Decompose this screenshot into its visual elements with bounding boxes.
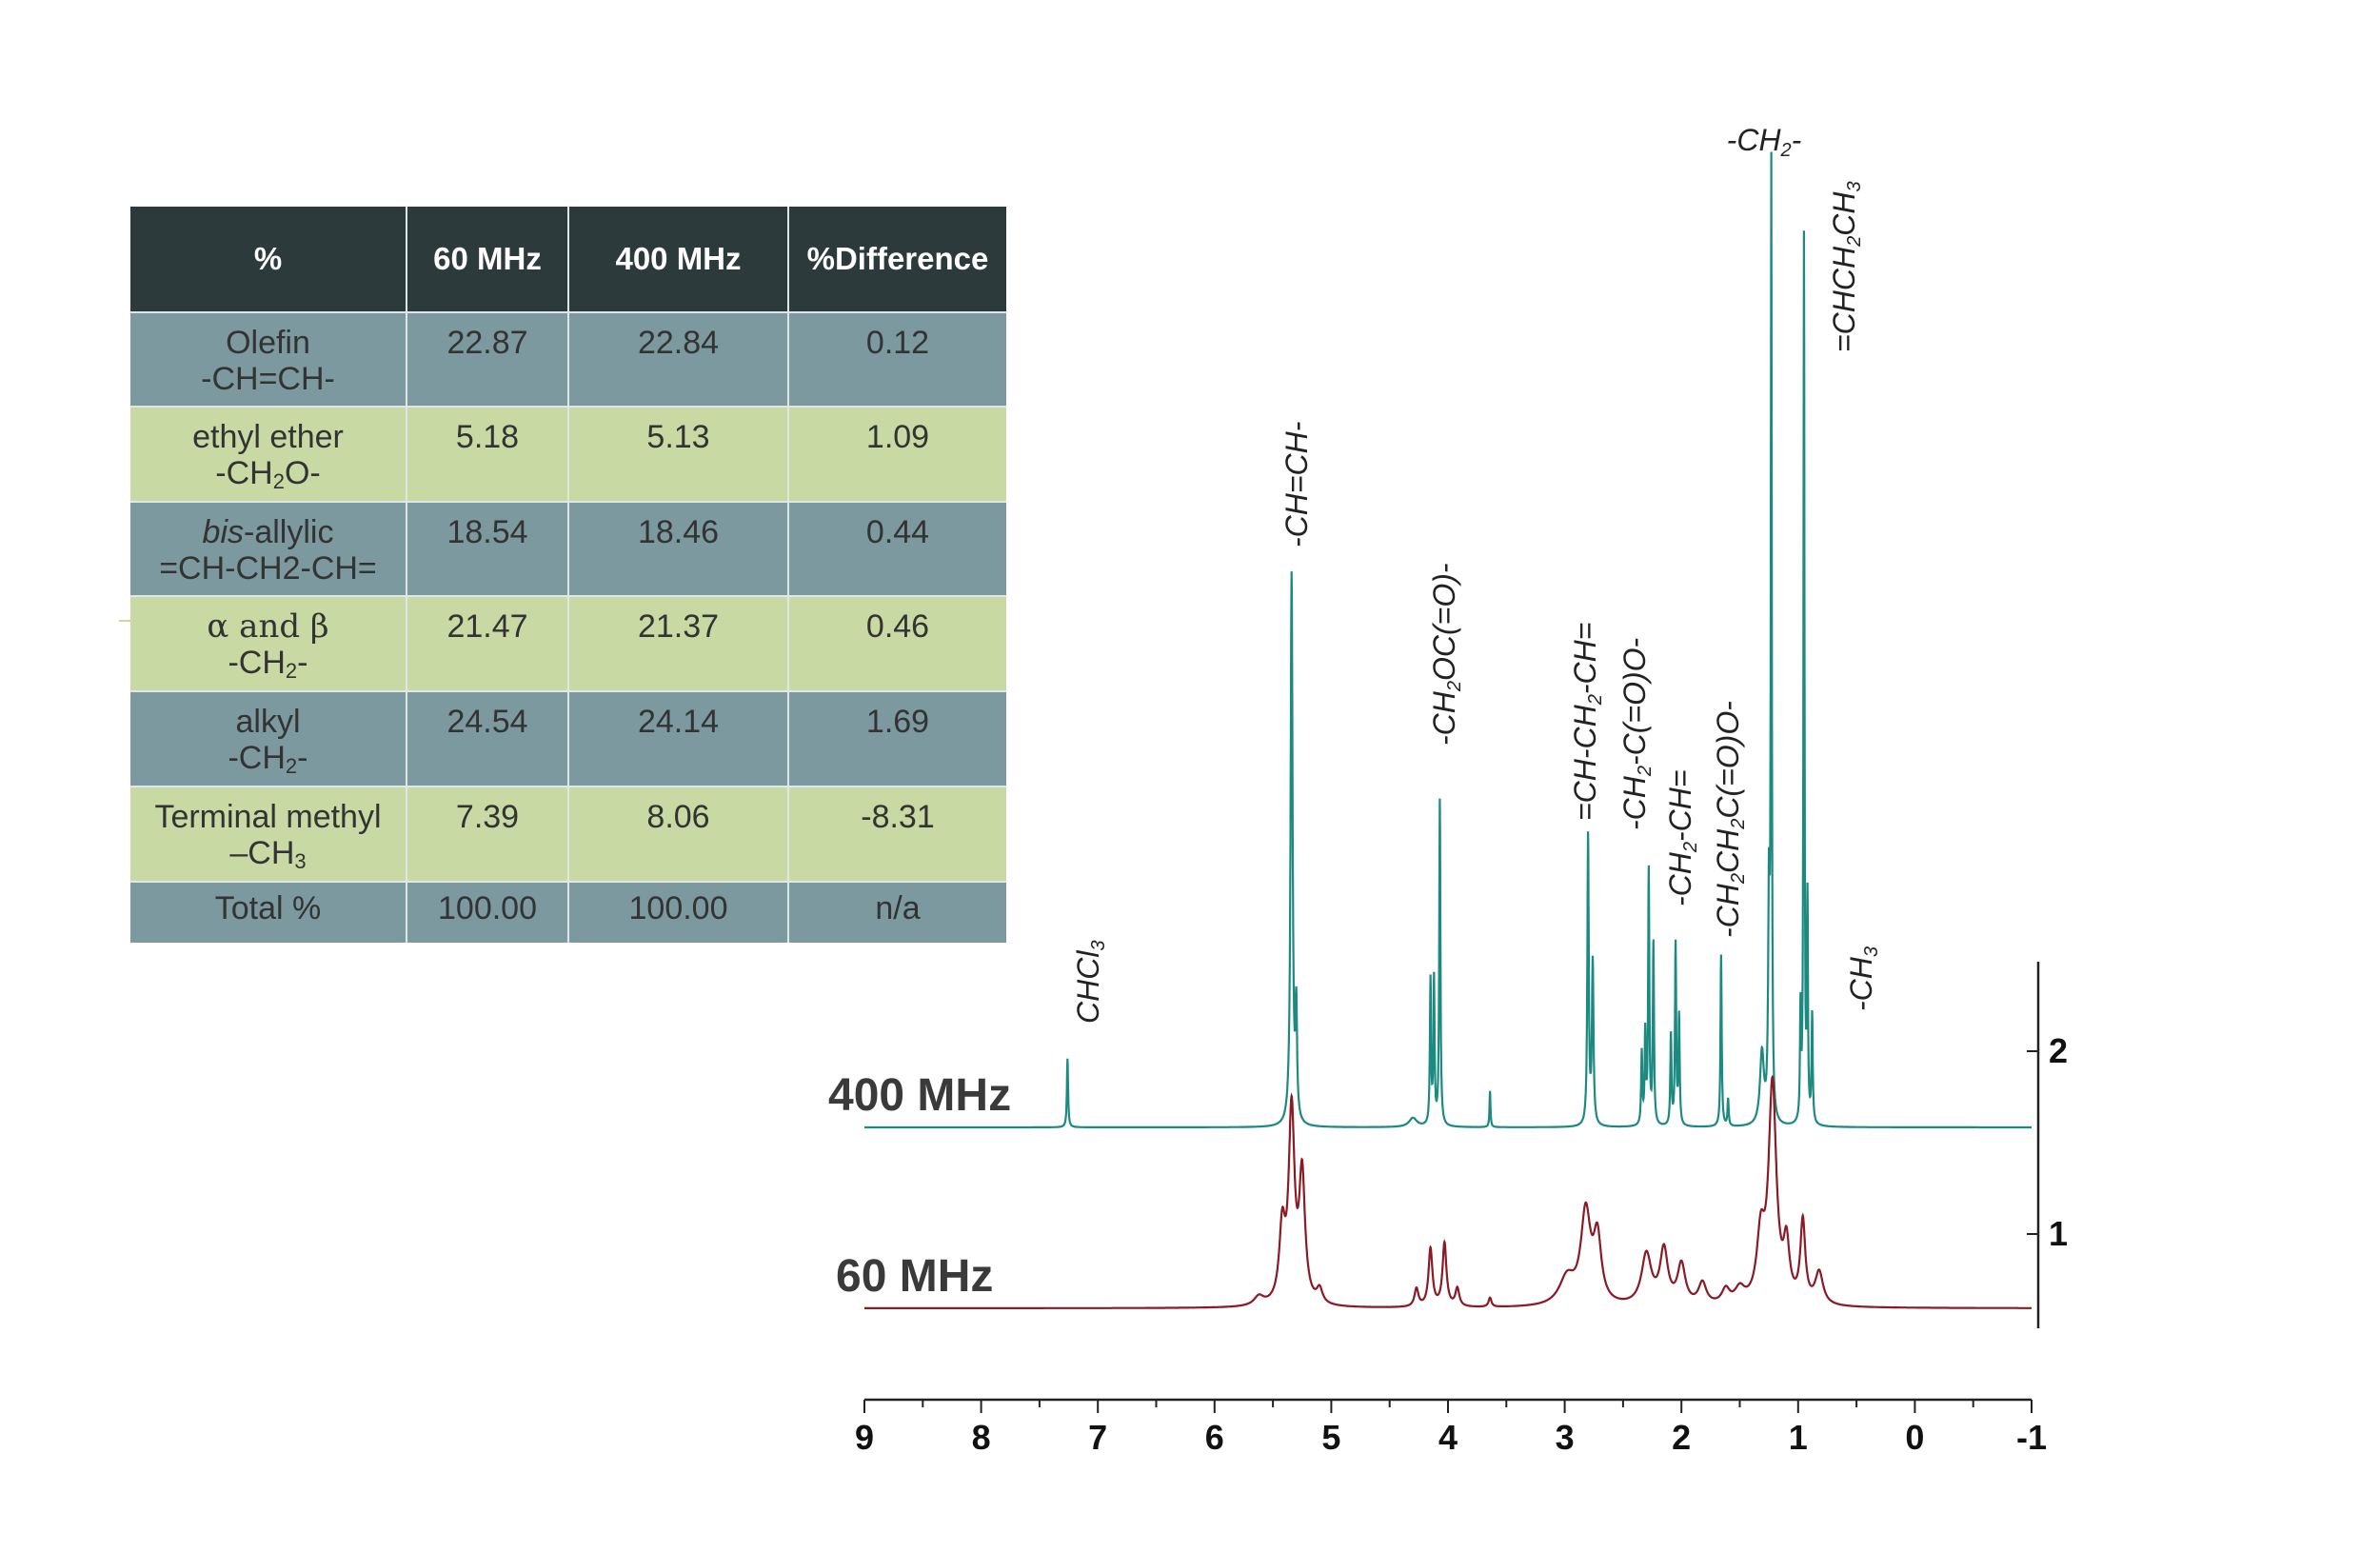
cell-difference: 1.69 xyxy=(788,690,1006,786)
table-row: ethyl ether -CH2O- 5.18 5.13 1.09 xyxy=(130,406,1006,502)
table-row: Terminal methyl –CH3 7.39 8.06 -8.31 xyxy=(130,786,1006,882)
x-tick-label: -1 xyxy=(2016,1418,2047,1457)
x-tick-label: 6 xyxy=(1205,1418,1224,1457)
row-label: Total % xyxy=(130,881,407,943)
annotation-ch2oc: -CH2OC(=O)- xyxy=(1427,563,1465,746)
annotation-alpha: -CH2-C(=O)O- xyxy=(1617,638,1656,830)
x-tick-label: 8 xyxy=(972,1418,991,1457)
table-row-total: Total % 100.00 100.00 n/a xyxy=(130,881,1006,943)
header-percent: % xyxy=(130,207,407,312)
table-row: bis-allylic =CH-CH2-CH= 18.54 18.46 0.44 xyxy=(130,501,1006,596)
x-tick-label: 0 xyxy=(1905,1418,1924,1457)
header-60mhz: 60 MHz xyxy=(407,207,569,312)
label-60mhz: 60 MHz xyxy=(836,1251,993,1302)
cell-difference: 0.12 xyxy=(788,311,1006,407)
row-label: Olefin -CH=CH- xyxy=(130,311,407,407)
annotation-ethyl: =CHCH2CH3 xyxy=(1827,181,1865,352)
cell-60mhz: 100.00 xyxy=(407,881,569,943)
table-row: alkyl -CH2- 24.54 24.14 1.69 xyxy=(130,690,1006,786)
cell-400mhz: 24.14 xyxy=(568,690,789,786)
cell-60mhz: 7.39 xyxy=(407,786,569,882)
cell-difference: 0.46 xyxy=(788,595,1006,691)
series-400mhz-trace xyxy=(864,151,2032,1129)
annotation-bisallyl: =CH-CH2-CH= xyxy=(1568,623,1606,821)
table-row: Olefin -CH=CH- 22.87 22.84 0.12 xyxy=(130,311,1006,407)
row-label: alkyl -CH2- xyxy=(130,690,407,786)
y-axis: 21 xyxy=(2027,962,2068,1328)
cell-difference: n/a xyxy=(788,881,1006,943)
cell-400mhz: 8.06 xyxy=(568,786,789,882)
cell-400mhz: 18.46 xyxy=(568,501,789,596)
x-axis: 9 8 7 6 5 4 3 2 1 0 -1 xyxy=(855,1398,2047,1457)
header-400mhz: 400 MHz xyxy=(568,207,789,312)
annotation-chcl3: CHCl3 xyxy=(1071,940,1109,1024)
cell-60mhz: 5.18 xyxy=(407,406,569,502)
cell-difference: 0.44 xyxy=(788,501,1006,596)
cell-60mhz: 18.54 xyxy=(407,501,569,596)
cell-400mhz: 5.13 xyxy=(568,406,789,502)
header-difference: %Difference xyxy=(788,207,1006,312)
x-tick-label: 7 xyxy=(1088,1418,1107,1457)
x-tick-label: 9 xyxy=(855,1418,874,1457)
row-label: α and β -CH2- xyxy=(130,595,407,691)
cell-400mhz: 22.84 xyxy=(568,311,789,407)
annotation-olefin: -CH=CH- xyxy=(1279,422,1314,548)
annotation-ch2: -CH2- xyxy=(1727,123,1802,161)
row-label: bis-allylic =CH-CH2-CH= xyxy=(130,501,407,596)
row-label: ethyl ether -CH2O- xyxy=(130,406,407,502)
x-tick-label: 1 xyxy=(1789,1418,1808,1457)
annotation-allyl: -CH2-CH= xyxy=(1663,769,1701,906)
y-tick-label: 2 xyxy=(2049,1031,2068,1070)
peak-annotations: CHCl3 -CH=CH- -CH2OC(=O)- =CH-CH2-CH= -CH2-C… xyxy=(1071,123,1882,1024)
x-tick-label: 5 xyxy=(1321,1418,1340,1457)
cell-400mhz: 21.37 xyxy=(568,595,789,691)
cell-60mhz: 24.54 xyxy=(407,690,569,786)
table-header-row: % 60 MHz 400 MHz %Difference xyxy=(130,207,1006,312)
annotation-ch3: -CH3 xyxy=(1844,946,1882,1011)
cell-60mhz: 21.47 xyxy=(407,595,569,691)
y-tick-label: 1 xyxy=(2049,1214,2068,1253)
label-400mhz: 400 MHz xyxy=(828,1070,1011,1121)
comparison-table: % 60 MHz 400 MHz %Difference Olefin -CH=C… xyxy=(130,207,1006,943)
x-tick-label: 2 xyxy=(1672,1418,1691,1457)
x-tick-label: 3 xyxy=(1556,1418,1575,1457)
series-60mhz-trace xyxy=(864,1074,2032,1309)
cell-60mhz: 22.87 xyxy=(407,311,569,407)
cell-400mhz: 100.00 xyxy=(568,881,789,943)
table-row: α and β -CH2- 21.47 21.37 0.46 xyxy=(130,595,1006,691)
cell-difference: -8.31 xyxy=(788,786,1006,882)
cell-difference: 1.09 xyxy=(788,406,1006,502)
x-tick-label: 4 xyxy=(1438,1418,1458,1457)
annotation-beta: -CH2CH2C(=O)O- xyxy=(1711,701,1749,938)
row-label: Terminal methyl –CH3 xyxy=(130,786,407,882)
